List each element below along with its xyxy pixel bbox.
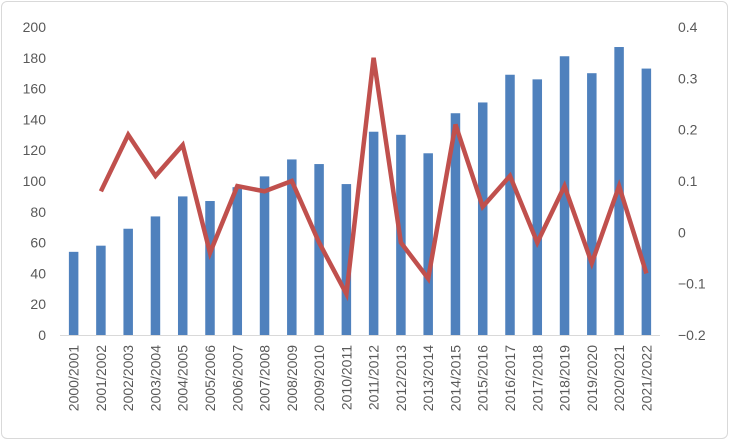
x-tick-label: 2018/2019 bbox=[557, 345, 573, 411]
y-left-tick-label: 100 bbox=[23, 173, 47, 189]
x-tick-label: 2014/2015 bbox=[447, 345, 463, 411]
bar bbox=[260, 176, 270, 335]
x-tick-label: 2000/2001 bbox=[66, 345, 82, 411]
x-tick-label: 2013/2014 bbox=[420, 345, 436, 411]
bar bbox=[642, 69, 652, 335]
bar bbox=[423, 153, 433, 335]
bar bbox=[369, 132, 379, 335]
x-tick-label: 2007/2008 bbox=[257, 345, 273, 411]
x-tick-label: 2012/2013 bbox=[393, 345, 409, 411]
y-left-tick-label: 140 bbox=[23, 111, 47, 127]
y-left-tick-label: 120 bbox=[23, 142, 47, 158]
x-tick-label: 2010/2011 bbox=[338, 345, 354, 410]
axes: 0 20 40 60 80 100 120 140 160 180 200 −0.2 −0.1 0 0.1 0… bbox=[23, 19, 706, 411]
x-tick-label: 2016/2017 bbox=[502, 345, 518, 411]
y-left-tick-label: 80 bbox=[30, 204, 46, 220]
x-tick-label: 2011/2012 bbox=[366, 345, 382, 410]
y-right-tick-label: 0.1 bbox=[678, 173, 698, 189]
x-tick-label: 2017/2018 bbox=[529, 345, 545, 411]
x-tick-label: 2009/2010 bbox=[311, 345, 327, 411]
y-left-tick-label: 60 bbox=[30, 235, 46, 251]
bar bbox=[505, 75, 515, 335]
bar bbox=[205, 201, 215, 335]
bar bbox=[123, 229, 133, 335]
y-left-tick-label: 160 bbox=[23, 81, 47, 97]
bar bbox=[69, 252, 79, 335]
x-tick-label: 2001/2002 bbox=[93, 345, 109, 411]
x-tick-label: 2002/2003 bbox=[120, 345, 136, 411]
bar bbox=[151, 216, 161, 335]
x-tick-label: 2019/2020 bbox=[584, 345, 600, 411]
y-left-tick-label: 200 bbox=[23, 19, 47, 35]
y-right-tick-label: 0.3 bbox=[678, 70, 698, 86]
y-right-tick-label: 0.4 bbox=[678, 19, 698, 35]
bar bbox=[233, 187, 243, 335]
y-left-tick-label: 20 bbox=[30, 296, 46, 312]
x-tick-label: 2005/2006 bbox=[202, 345, 218, 411]
x-tick-label: 2015/2016 bbox=[475, 345, 491, 411]
y-right-tick-label: −0.2 bbox=[678, 327, 706, 343]
y-right-tick-label: 0.2 bbox=[678, 122, 698, 138]
x-tick-label: 2004/2005 bbox=[175, 345, 191, 411]
bar bbox=[178, 196, 188, 335]
x-tick-label: 2008/2009 bbox=[284, 345, 300, 411]
x-tick-label: 2003/2004 bbox=[147, 345, 163, 411]
x-tick-label: 2021/2022 bbox=[638, 345, 654, 411]
y-left-tick-label: 180 bbox=[23, 50, 47, 66]
bar bbox=[96, 246, 106, 335]
bar bbox=[587, 73, 597, 335]
y-right-tick-label: 0 bbox=[678, 224, 686, 240]
y-left-tick-label: 0 bbox=[38, 327, 46, 343]
y-right-tick-label: −0.1 bbox=[678, 276, 706, 292]
bar bbox=[478, 102, 488, 335]
y-left-tick-label: 40 bbox=[30, 265, 46, 281]
x-tick-label: 2020/2021 bbox=[611, 345, 627, 411]
bar bbox=[533, 79, 543, 335]
x-tick-label: 2006/2007 bbox=[229, 345, 245, 411]
